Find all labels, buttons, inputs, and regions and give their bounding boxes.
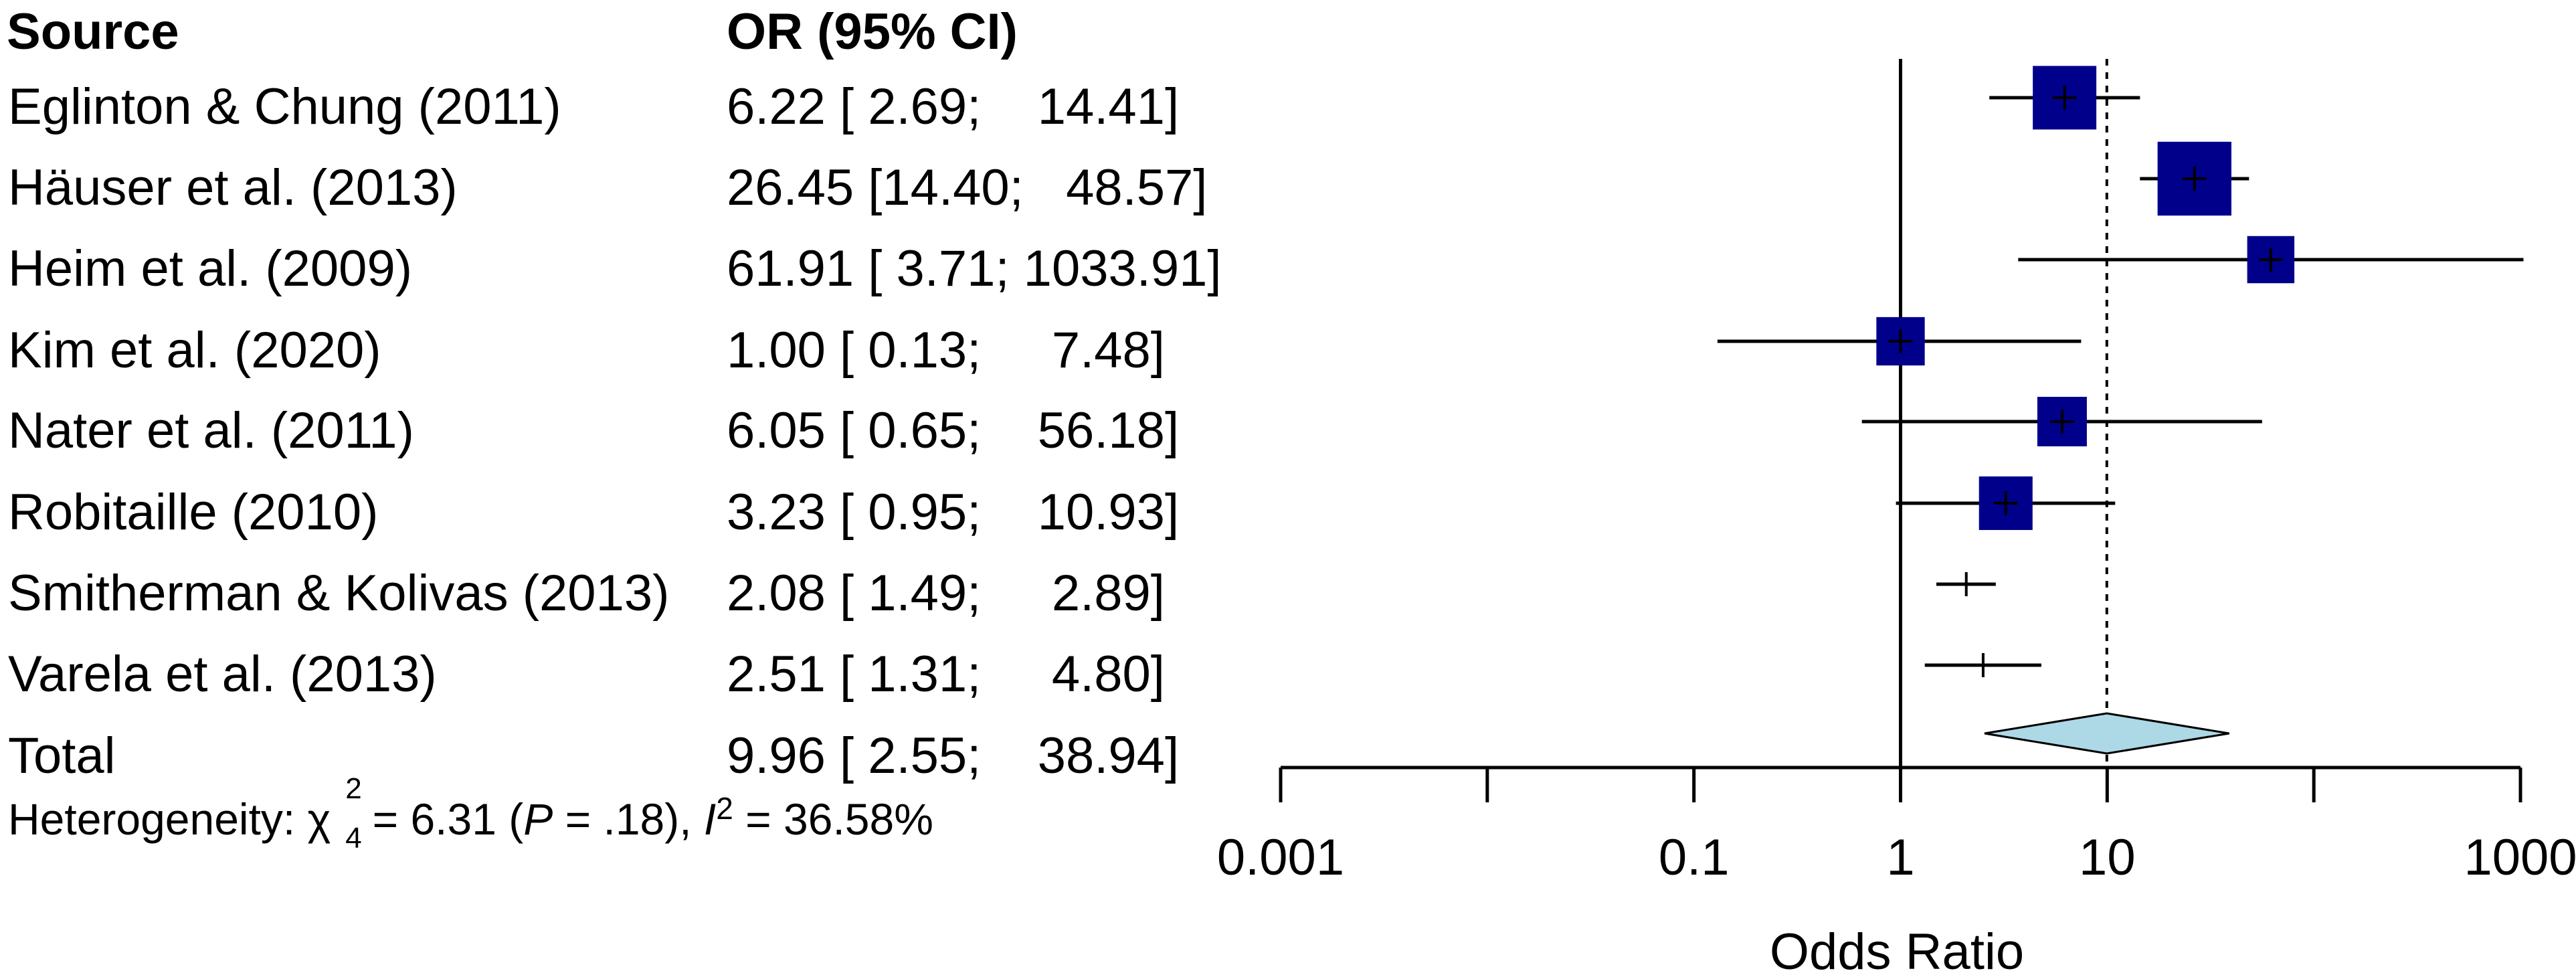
study-source-label: Heim et al. (2009) [8, 240, 413, 297]
study-ci-text: 26.45 [14.40; 48.57] [727, 159, 1208, 216]
pooled-estimate [1984, 712, 2229, 755]
x-axis-label: Odds Ratio [1770, 923, 2024, 977]
x-tick-label: 1000 [2464, 829, 2576, 886]
study-ci-text: 2.08 [ 1.49; 2.89] [727, 565, 1165, 622]
study-ci-text: 1.00 [ 0.13; 7.48] [727, 322, 1165, 379]
reference-lines [1899, 59, 2108, 768]
i-value: = 36.58% [733, 794, 933, 844]
study-ci-text: 3.23 [ 0.95; 10.93] [727, 484, 1180, 541]
x-tick-label: 0.001 [1217, 829, 1344, 886]
or-column-header: OR (95% CI) [727, 3, 1018, 60]
source-column-header: Source [7, 3, 179, 60]
pooled-diamond [1984, 712, 2229, 755]
study-ci-text: 6.05 [ 0.65; 56.18] [727, 402, 1180, 459]
study-source-label: Smitherman & Kolivas (2013) [8, 565, 670, 622]
x-tick-label: 0.1 [1659, 829, 1730, 886]
p-value: = .18), [553, 794, 704, 844]
x-axis: 0.001 0.1 1 10 1000 [1217, 766, 2576, 886]
study-estimates [1717, 66, 2524, 677]
x-tick-label: 10 [2079, 829, 2136, 886]
total-ci-text: 9.96 [ 2.55; 38.94] [727, 727, 1180, 784]
p-label: P [523, 794, 553, 844]
chi-superscript: 2 [345, 772, 362, 805]
study-source-label: Varela et al. (2013) [8, 646, 437, 703]
i-label: I [703, 794, 717, 844]
study-source-label: Eglinton & Chung (2011) [8, 78, 561, 135]
chi-value: = 6.31 ( [360, 794, 524, 844]
heterogeneity-prefix: Heterogeneity: χ [8, 794, 331, 844]
study-source-label: Robitaille (2010) [8, 484, 379, 541]
study-source-label: Nater et al. (2011) [8, 402, 414, 459]
study-ci-text: 2.51 [ 1.31; 4.80] [727, 646, 1165, 703]
study-source-label: Kim et al. (2020) [8, 322, 381, 379]
study-source-label: Häuser et al. (2013) [8, 159, 458, 216]
study-ci-text: 6.22 [ 2.69; 14.41] [727, 78, 1180, 135]
i-superscript: 2 [716, 791, 733, 826]
chi-subscript: 4 [345, 822, 362, 855]
total-source-label: Total [8, 727, 116, 784]
study-ci-text: 61.91 [ 3.71; 1033.91] [727, 240, 1222, 297]
x-tick-label: 1 [1886, 829, 1914, 886]
